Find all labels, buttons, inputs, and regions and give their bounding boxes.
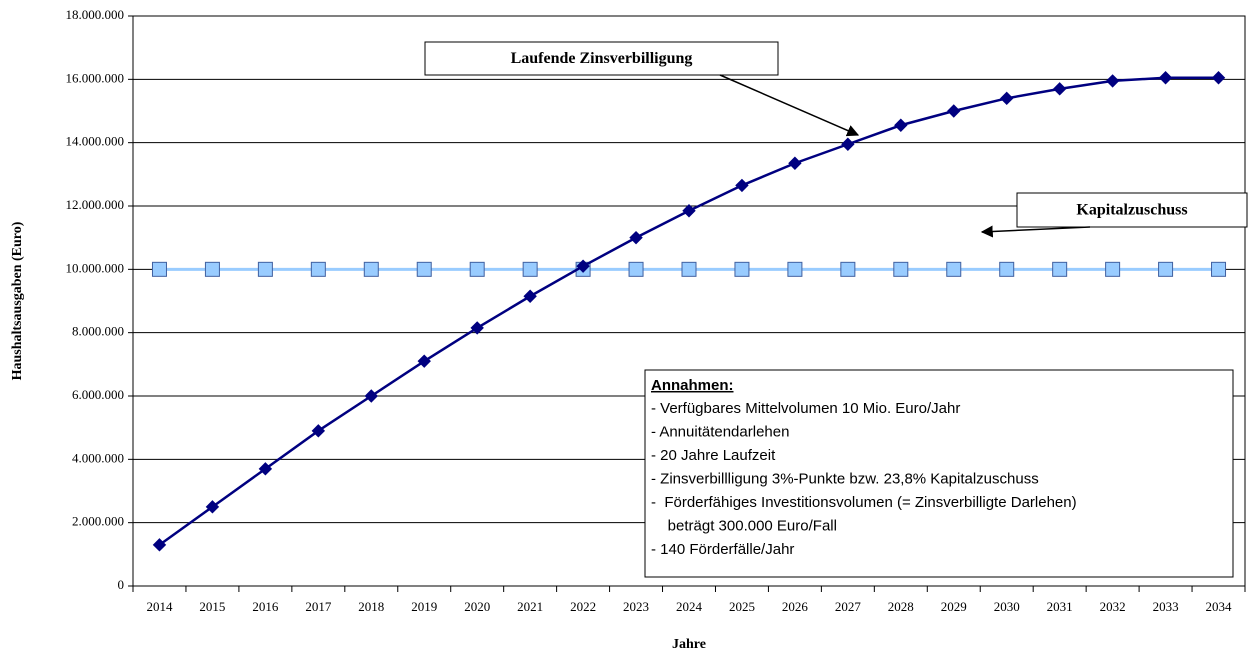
x-tick-label: 2033 bbox=[1153, 599, 1179, 614]
notes-line: - 140 Förderfälle/Jahr bbox=[651, 541, 794, 558]
point-marker bbox=[841, 137, 855, 151]
x-axis-title: Jahre bbox=[672, 637, 706, 652]
point-marker bbox=[1158, 71, 1173, 85]
y-tick-label: 0 bbox=[118, 577, 125, 592]
y-tick-label: 16.000.000 bbox=[66, 70, 125, 85]
notes-box bbox=[644, 369, 1234, 578]
point-marker bbox=[840, 261, 856, 277]
x-tick-label: 2020 bbox=[464, 599, 490, 614]
point-marker bbox=[1211, 71, 1226, 85]
notes-line: - Zinsverbillligung 3%-Punkte bzw. 23,8%… bbox=[651, 470, 1039, 487]
plot-frame bbox=[132, 15, 1246, 587]
point-marker bbox=[1105, 261, 1121, 277]
point-marker bbox=[894, 118, 908, 132]
point-marker bbox=[946, 261, 962, 277]
point-marker bbox=[788, 156, 802, 170]
point-marker bbox=[364, 389, 378, 403]
notes-line: - 20 Jahre Laufzeit bbox=[651, 447, 776, 464]
point-marker bbox=[417, 354, 431, 368]
point-marker bbox=[1000, 91, 1014, 106]
point-marker bbox=[1052, 261, 1068, 277]
point-marker bbox=[628, 261, 644, 277]
x-tick-label: 2019 bbox=[411, 599, 437, 614]
point-marker bbox=[629, 230, 643, 245]
y-tick-label: 18.000.000 bbox=[66, 7, 125, 22]
x-tick-label: 2014 bbox=[146, 599, 173, 614]
point-marker bbox=[893, 261, 909, 277]
point-marker bbox=[1105, 74, 1120, 88]
y-tick-label: 10.000.000 bbox=[66, 260, 125, 275]
x-tick-label: 2028 bbox=[888, 599, 914, 614]
point-marker bbox=[576, 259, 590, 273]
x-tick-label: 2029 bbox=[941, 599, 967, 614]
point-marker bbox=[204, 261, 220, 277]
point-marker bbox=[1158, 261, 1174, 277]
x-tick-label: 2026 bbox=[782, 599, 809, 614]
callout-arrow bbox=[719, 74, 860, 137]
point-marker bbox=[734, 261, 750, 277]
point-marker bbox=[522, 261, 538, 277]
point-marker bbox=[152, 538, 167, 552]
point-marker bbox=[469, 261, 485, 277]
x-tick-label: 2031 bbox=[1047, 599, 1073, 614]
point-marker bbox=[682, 204, 696, 218]
notes-line: - Annuitätendarlehen bbox=[651, 423, 789, 440]
point-marker bbox=[310, 261, 326, 277]
point-marker bbox=[470, 321, 484, 335]
point-marker bbox=[257, 261, 273, 277]
x-tick-label: 2022 bbox=[570, 599, 596, 614]
point-marker bbox=[205, 500, 220, 514]
callout-box bbox=[424, 41, 779, 76]
x-tick-label: 2034 bbox=[1206, 599, 1233, 614]
y-axis-title: Haushaltsausgaben (Euro) bbox=[10, 221, 25, 380]
x-tick-label: 2027 bbox=[835, 599, 862, 614]
legend-label: Laufende Zinsverbilligung bbox=[511, 50, 693, 67]
callout-arrow bbox=[980, 225, 1091, 238]
point-marker bbox=[1211, 261, 1227, 277]
point-marker bbox=[947, 104, 961, 118]
point-marker bbox=[523, 289, 537, 303]
point-marker bbox=[999, 261, 1015, 277]
point-marker bbox=[311, 424, 326, 438]
point-marker bbox=[151, 261, 167, 277]
notes-line: beträgt 300.000 Euro/Fall bbox=[651, 517, 837, 534]
legend-label: Kapitalzuschuss bbox=[1076, 202, 1187, 219]
x-tick-label: 2017 bbox=[305, 599, 332, 614]
y-tick-label: 6.000.000 bbox=[72, 387, 124, 402]
point-marker bbox=[735, 178, 749, 193]
y-tick-label: 12.000.000 bbox=[66, 197, 125, 212]
point-marker bbox=[787, 261, 803, 277]
point-marker bbox=[363, 261, 379, 277]
x-tick-label: 2030 bbox=[994, 599, 1020, 614]
x-tick-label: 2016 bbox=[252, 599, 279, 614]
y-tick-label: 14.000.000 bbox=[66, 134, 125, 149]
callout-box bbox=[1016, 192, 1248, 228]
y-tick-label: 8.000.000 bbox=[72, 324, 124, 339]
notes-title: Annahmen: bbox=[651, 377, 734, 394]
point-marker bbox=[1052, 82, 1067, 96]
x-tick-label: 2015 bbox=[199, 599, 225, 614]
notes-line: - Verfügbares Mittelvolumen 10 Mio. Euro… bbox=[651, 400, 960, 417]
point-marker bbox=[258, 462, 273, 476]
point-marker bbox=[416, 261, 432, 277]
x-tick-label: 2024 bbox=[676, 599, 703, 614]
notes-line: - Förderfähiges Investitionsvolumen (= Z… bbox=[651, 494, 1077, 511]
x-tick-label: 2032 bbox=[1100, 599, 1126, 614]
y-tick-label: 4.000.000 bbox=[72, 450, 124, 465]
x-tick-label: 2021 bbox=[517, 599, 543, 614]
x-tick-label: 2018 bbox=[358, 599, 384, 614]
x-tick-label: 2023 bbox=[623, 599, 649, 614]
y-tick-label: 2.000.000 bbox=[72, 514, 124, 529]
x-tick-label: 2025 bbox=[729, 599, 755, 614]
point-marker bbox=[681, 261, 697, 277]
